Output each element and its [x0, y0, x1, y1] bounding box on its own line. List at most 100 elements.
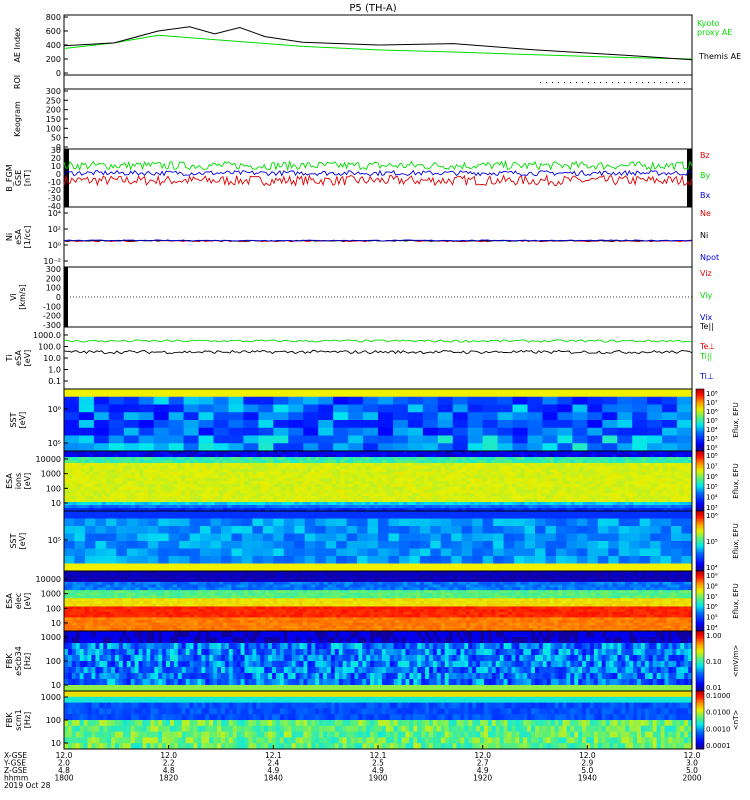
esa-ion-panel-cell	[227, 484, 232, 488]
esa-ion-panel-cell	[264, 454, 270, 458]
ni-panel-ytick-label: 10²	[48, 225, 61, 234]
esa-ion-panel-cell	[210, 490, 216, 494]
sst-ion-panel-cell	[392, 396, 409, 405]
sst-ion-panel-cell	[138, 427, 155, 436]
esa-ion-panel-cell	[671, 478, 676, 482]
esa-ion-panel-cell	[302, 502, 308, 506]
esa-ion-panel-cell	[177, 487, 182, 491]
esa-ion-panel-cell	[608, 505, 613, 509]
esa-ion-panel-cell	[491, 475, 496, 479]
esa-ion-panel-cell	[499, 472, 504, 476]
esa-elec-panel-cell	[189, 573, 195, 577]
esa-ion-panel-cell	[202, 451, 207, 455]
esa-ion-panel-cell	[352, 502, 358, 506]
sst-elec-panel-cell	[440, 556, 452, 564]
esa-ion-panel-cell	[616, 499, 622, 503]
sst-elec-panel-cell	[378, 518, 389, 527]
esa-ion-panel-cell	[474, 505, 479, 509]
esa-ion-panel-cell	[382, 460, 387, 464]
esa-elec-panel-cell	[118, 614, 124, 618]
sst-ion-panel-cell	[288, 427, 304, 436]
esa-ion-panel-cell	[587, 478, 592, 482]
sst-elec-panel-colorbar-cell	[696, 542, 704, 545]
esa-ion-panel-colorbar-cell	[696, 479, 704, 482]
esa-ion-panel-cell	[415, 475, 421, 479]
vi-panel-ylabel: [km/s]	[18, 284, 27, 310]
esa-ion-panel-cell	[361, 475, 366, 479]
esa-ion-panel-cell	[662, 454, 668, 458]
esa-ion-panel-cell	[386, 481, 391, 485]
esa-ion-panel-cell	[440, 460, 446, 464]
sst-elec-panel-cell	[671, 526, 682, 534]
esa-ion-panel-cell	[177, 457, 182, 461]
esa-ion-panel-cell	[675, 481, 680, 485]
sst-elec-panel-cell	[576, 563, 588, 572]
esa-elec-panel-cell	[105, 617, 111, 621]
sst-ion-panel-cell	[333, 443, 349, 452]
esa-ion-panel-colorbar-cell	[696, 481, 704, 483]
esa-elec-panel-cell	[114, 595, 119, 599]
sst-elec-panel-cell	[566, 533, 578, 542]
roi-dot	[642, 82, 643, 83]
bfgm-series-bx	[63, 169, 693, 177]
esa-ion-panel-cell	[587, 460, 592, 464]
sst-ion-panel-cell	[542, 412, 558, 421]
esa-ion-panel-colorbar-cell	[696, 458, 704, 461]
esa-ion-panel-cell	[616, 508, 622, 512]
esa-ion-panel-cell	[457, 451, 463, 455]
esa-elec-panel-cell	[223, 579, 228, 583]
esa-ion-panel-cell	[281, 481, 287, 485]
sst-ion-panel-cell	[542, 435, 558, 444]
esa-elec-panel-cell	[135, 587, 140, 591]
esa-ion-panel-cell	[570, 496, 576, 500]
esa-ion-panel-cell	[570, 466, 576, 470]
esa-ion-panel-cell	[595, 454, 601, 458]
esa-ion-panel-cell	[189, 499, 195, 503]
esa-ion-panel-cell	[528, 475, 534, 479]
esa-ion-panel-colorbar-cell	[696, 460, 704, 462]
esa-ion-panel-cell	[206, 460, 211, 464]
esa-ion-panel-cell	[206, 457, 211, 461]
esa-ion-panel-cell	[336, 487, 341, 491]
esa-ion-panel-cell	[583, 469, 588, 473]
esa-ion-panel-cell	[168, 499, 174, 503]
esa-ion-panel-cell	[214, 490, 220, 494]
esa-elec-panel-cell	[135, 625, 140, 629]
esa-ion-panel-cell	[491, 499, 496, 503]
esa-ion-panel-cell	[277, 505, 283, 509]
esa-ion-panel-cell	[457, 493, 463, 497]
esa-elec-panel-cell	[122, 587, 128, 591]
sst-elec-panel-cell	[503, 518, 515, 527]
esa-elec-panel-cell	[93, 611, 98, 616]
esa-ion-panel-colorbar-cell	[696, 500, 704, 503]
sst-elec-panel-cell	[189, 541, 201, 549]
esa-ion-panel-cell	[130, 493, 136, 497]
esa-ion-panel-cell	[537, 496, 542, 500]
sst-ion-panel-colorbar-cell	[696, 416, 704, 419]
esa-ion-panel-cell	[474, 460, 479, 464]
esa-ion-panel-cell	[256, 463, 262, 467]
esa-ion-panel-cell	[168, 454, 174, 458]
sst-elec-panel-cell	[189, 511, 201, 519]
esa-ion-panel-cell	[424, 478, 429, 482]
esa-ion-panel-cell	[344, 472, 350, 476]
esa-elec-panel-cell	[218, 581, 224, 586]
esa-elec-panel-cell	[143, 581, 149, 586]
sst-elec-panel-cell	[430, 511, 442, 519]
esa-ion-panel-cell	[252, 499, 257, 503]
esa-ion-panel-cell	[164, 490, 170, 494]
esa-ion-panel-cell	[122, 454, 128, 458]
esa-elec-panel-cell	[160, 576, 165, 580]
esa-ion-panel-cell	[80, 463, 86, 467]
sst-ion-panel-cell	[587, 420, 603, 429]
esa-elec-panel-cell	[130, 573, 136, 577]
esa-ion-panel-cell	[457, 475, 463, 479]
esa-elec-panel-cell	[223, 590, 228, 594]
esa-ion-panel-cell	[658, 472, 664, 476]
sst-elec-panel-cell	[493, 511, 504, 519]
sst-elec-panel-cell	[409, 518, 421, 527]
sst-ion-panel-cell	[348, 435, 364, 444]
sst-ion-panel-cell	[527, 404, 543, 413]
esa-ion-panel-cell	[89, 508, 94, 512]
sst-ion-panel-cell	[78, 389, 95, 398]
